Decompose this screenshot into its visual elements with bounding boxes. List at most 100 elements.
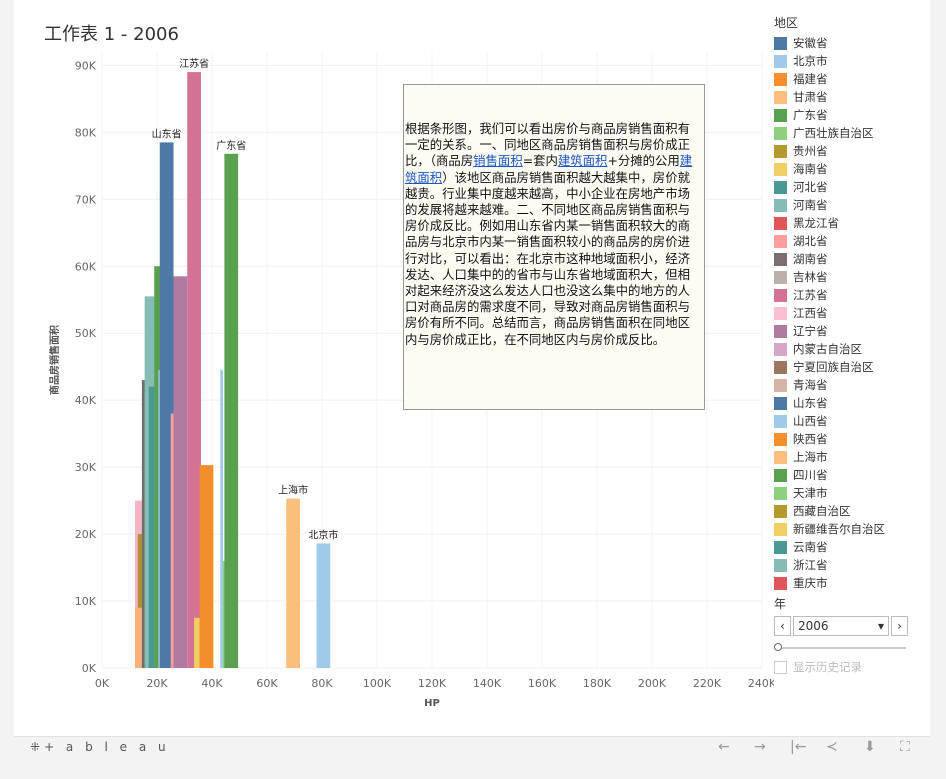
legend-item[interactable]: 福建省 [774,70,934,88]
legend-swatch [774,432,787,446]
annotation-box: 根据条形图，我们可以看出房价与商品房销售面积有一定的关系。一、同地区商品房销售面… [403,84,705,410]
annotation-text-1: 根据条形图，我们可以看出房价与商品房销售面积有一定的关系。一、同地区商品房销售面… [405,121,690,169]
legend-swatch [774,270,787,284]
y-tick-label: 0K [82,662,97,675]
legend-item[interactable]: 上海市 [774,448,934,466]
legend-item[interactable]: 西藏自治区 [774,502,934,520]
show-history-checkbox[interactable] [774,660,787,674]
legend-item[interactable]: 甘肃省 [774,88,934,106]
legend-swatch [774,54,787,68]
legend-label: 黑龙江省 [793,216,839,230]
x-tick-label: 160K [528,677,557,690]
legend-item[interactable]: 河北省 [774,178,934,196]
legend-item[interactable]: 海南省 [774,160,934,178]
annotation-link-building-area-2[interactable]: 建筑面积 [405,153,693,185]
legend-item[interactable]: 湖南省 [774,250,934,268]
legend-item[interactable]: 贵州省 [774,142,934,160]
annotation-link-sales-area[interactable]: 销售面积 [473,153,523,169]
year-slider-thumb[interactable] [774,643,782,651]
legend-swatch [774,396,787,410]
legend-item[interactable]: 山东省 [774,394,934,412]
legend-item[interactable]: 辽宁省 [774,322,934,340]
legend-swatch [774,288,787,302]
bar [159,142,174,669]
share-icon[interactable]: ≺ [826,739,838,755]
annotation-link-building-area-1[interactable]: 建筑面积 [557,153,608,169]
legend-swatch [774,144,787,158]
legend-label: 天津市 [793,486,828,500]
x-tick-label: 40K [201,677,223,690]
legend-label: 宁夏回族自治区 [793,360,874,374]
legend-swatch [774,198,787,212]
legend-item[interactable]: 江苏省 [774,286,934,304]
x-axis-title: HP [424,698,440,709]
bar [316,543,331,668]
revert-icon[interactable]: |← [790,739,807,755]
legend-swatch [774,90,787,104]
fullscreen-icon[interactable]: ⛶ [900,739,910,755]
legend-item[interactable]: 广东省 [774,106,934,124]
x-tick-label: 200K [638,677,667,690]
legend-item[interactable]: 宁夏回族自治区 [774,358,934,376]
legend-item[interactable]: 四川省 [774,466,934,484]
year-filter-title: 年 [774,597,787,611]
legend-label: 陕西省 [793,432,828,446]
legend-label: 甘肃省 [793,90,828,104]
year-filter: 年 ‹ 2006 ▾ › 显示历史记录 [774,595,924,675]
download-icon[interactable]: ⬇ [864,739,876,755]
legend-item[interactable]: 陕西省 [774,430,934,448]
year-slider[interactable] [774,641,906,655]
bar [286,498,300,668]
annotation-text-2: =套内 [522,153,558,169]
legend-swatch [774,540,787,554]
legend-label: 青海省 [793,378,828,392]
show-history-toggle[interactable]: 显示历史记录 [774,659,924,675]
x-tick-label: 240K [748,677,774,690]
legend-label: 福建省 [793,72,828,86]
annotation-text-4: ）该地区商品房销售面积越大越集中，房价就越贵。行业集中度越来越高，中小企业在房地… [405,169,690,347]
bar [224,153,239,668]
legend-label: 西藏自治区 [793,504,851,518]
legend-item[interactable]: 河南省 [774,196,934,214]
legend-item[interactable]: 湖北省 [774,232,934,250]
bar [199,465,214,668]
legend-swatch [774,522,787,536]
legend-item[interactable]: 重庆市 [774,574,934,592]
legend-item[interactable]: 安徽省 [774,34,934,52]
legend-label: 山西省 [793,414,828,428]
tableau-logo-mark: ⁜ [30,740,41,754]
bar-label: 上海市 [278,484,308,497]
legend-item[interactable]: 黑龙江省 [774,214,934,232]
legend-item[interactable]: 云南省 [774,538,934,556]
x-tick-label: 100K [363,677,392,690]
y-axis-title: 商品房销售面积 [48,325,61,395]
year-select[interactable]: 2006 ▾ [793,616,889,636]
legend-item[interactable]: 吉林省 [774,268,934,286]
legend-item[interactable]: 天津市 [774,484,934,502]
legend-swatch [774,324,787,338]
year-next-button[interactable]: › [891,616,908,636]
legend-swatch [774,576,787,590]
legend-title: 地区 [774,16,799,30]
legend-item[interactable]: 浙江省 [774,556,934,574]
bar-label: 广东省 [216,139,246,152]
legend-item[interactable]: 北京市 [774,52,934,70]
legend-swatch [774,342,787,356]
legend-item[interactable]: 青海省 [774,376,934,394]
legend-label: 辽宁省 [793,324,828,338]
legend-item[interactable]: 广西壮族自治区 [774,124,934,142]
legend-item[interactable]: 山西省 [774,412,934,430]
redo-icon[interactable]: → [754,739,766,755]
legend-item[interactable]: 内蒙古自治区 [774,340,934,358]
undo-icon[interactable]: ← [718,739,730,755]
legend-item[interactable]: 新疆维吾尔自治区 [774,520,934,538]
y-tick-label: 80K [75,126,97,139]
legend-item[interactable]: 江西省 [774,304,934,322]
show-history-label: 显示历史记录 [793,660,862,674]
bar-label: 山东省 [152,127,182,140]
x-tick-label: 60K [256,677,278,690]
legend-label: 海南省 [793,162,828,176]
legend-label: 四川省 [793,468,828,482]
year-prev-button[interactable]: ‹ [774,616,791,636]
legend-label: 安徽省 [793,36,828,50]
